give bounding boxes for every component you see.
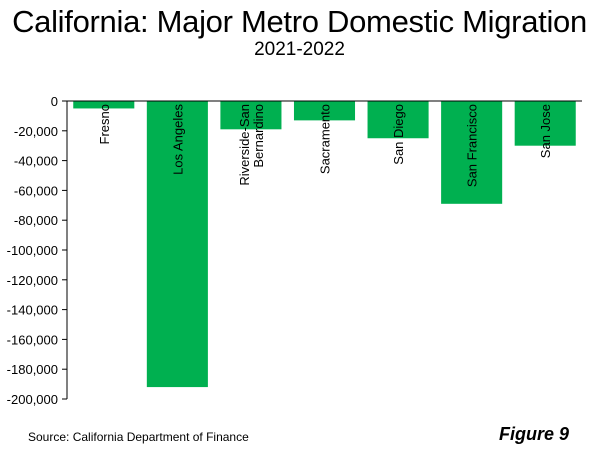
x-tick-label: San Jose	[538, 104, 553, 158]
bar	[73, 101, 135, 109]
y-tick-label: 0	[51, 94, 58, 109]
y-tick-label: -120,000	[7, 273, 58, 288]
y-tick-label: -160,000	[7, 332, 58, 347]
x-tick-label-line: Fresno	[97, 104, 112, 144]
y-tick-label: -100,000	[7, 243, 58, 258]
y-tick-label: -200,000	[7, 392, 58, 407]
source-note: Source: California Department of Finance	[28, 430, 249, 444]
bar	[293, 101, 356, 121]
y-tick-label: -40,000	[14, 154, 58, 169]
x-tick-label-line: San Francisco	[465, 104, 480, 187]
y-tick-label: -80,000	[14, 213, 58, 228]
bar	[514, 101, 576, 146]
x-tick-label-line: Riverside-San	[237, 104, 252, 186]
x-tick-label-line: Los Angeles	[170, 104, 185, 175]
y-tick-label: -180,000	[7, 362, 58, 377]
x-tick-label-line: San Jose	[538, 104, 553, 158]
x-tick-label: Sacramento	[318, 104, 333, 174]
bar	[441, 101, 503, 204]
chart-subtitle: 2021-2022	[254, 39, 345, 60]
y-tick-label: -20,000	[14, 124, 58, 139]
x-tick-label: Riverside-SanBernardino	[237, 104, 266, 186]
x-tick-label: San Francisco	[465, 104, 480, 187]
x-tick-label-line: Bernardino	[251, 104, 266, 168]
x-tick-label-line: San Diego	[391, 104, 406, 165]
x-tick-label: Fresno	[97, 104, 112, 144]
x-tick-label: Los Angeles	[170, 104, 185, 175]
bar	[146, 101, 208, 388]
x-tick-label-line: Sacramento	[318, 104, 333, 174]
bar	[220, 101, 282, 130]
y-tick-label: -60,000	[14, 183, 58, 198]
chart-title: California: Major Metro Domestic Migrati…	[12, 4, 587, 39]
x-tick-label: San Diego	[391, 104, 406, 165]
y-tick-label: -140,000	[7, 303, 58, 318]
figure-label: Figure 9	[498, 424, 569, 444]
bar	[367, 101, 429, 139]
